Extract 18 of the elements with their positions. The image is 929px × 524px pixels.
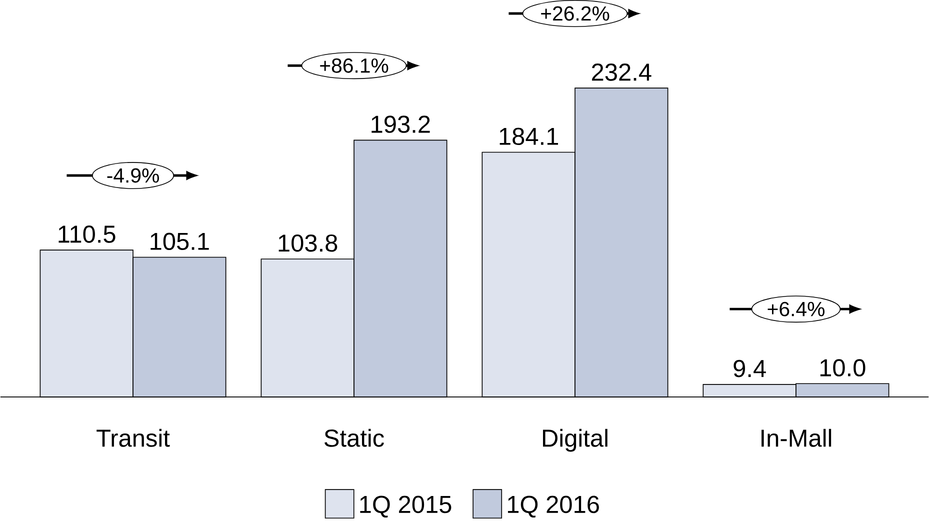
x-tick-label: Transit bbox=[96, 428, 170, 447]
data-label: 110.5 bbox=[58, 225, 116, 243]
annotation: -4.9% bbox=[107, 168, 159, 183]
data-label: 10.0 bbox=[820, 359, 866, 376]
data-label: 9.4 bbox=[734, 360, 766, 378]
data-label: 105.1 bbox=[150, 232, 209, 250]
data-label: 193.2 bbox=[372, 116, 430, 133]
annotation: +6.4% bbox=[768, 302, 824, 316]
text: +26.2% bbox=[541, 6, 610, 21]
text: +86.1% bbox=[320, 58, 388, 73]
legend-label: 1Q 2016 bbox=[508, 496, 599, 518]
legend-label: 1Q 2015 bbox=[360, 496, 452, 518]
data-label: 232.4 bbox=[592, 63, 652, 81]
x-tick-label: Static bbox=[324, 428, 384, 447]
x-tick-label: Digital bbox=[543, 428, 608, 452]
data-label: 184.1 bbox=[500, 128, 558, 145]
x-tick-label: In-Mall bbox=[762, 428, 832, 447]
data-label: 103.8 bbox=[278, 234, 338, 252]
